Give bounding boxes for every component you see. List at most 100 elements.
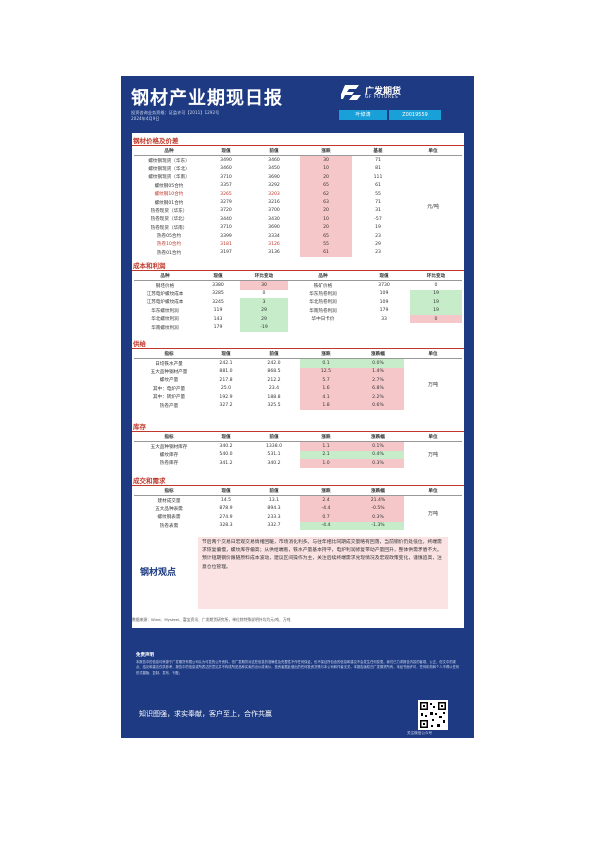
cost-item: 铁矿价格 [313,283,333,289]
content-panel: 钢材价格及价差 品种 现值 前值 涨跌 基差 单位 螺纹钢现货（华东） 3490 3460 30… [132,133,464,628]
table-row: 热卷现货（华北） 3440 3430 10 -57 [134,215,462,224]
row-name: 热卷现货（华北） [150,217,188,223]
table-row: 螺纹钢现货（华东） 3490 3460 30 71 元/吨 [134,155,462,210]
change-value: 1.8 [300,401,352,410]
table-row: 华北螺纹利润 143 29 华中日卡价 33 0 [134,314,462,324]
table-row: 螺纹钢10合约 3265 3203 62 55 [134,189,462,199]
cost-value: 119 [213,308,223,314]
previous-value: 233.3 [267,514,281,520]
column-header: 现值 [204,147,248,157]
cost-item: 华中日卡价 [311,317,335,323]
change-pct: 2.7% [352,376,404,385]
price-table: 品种 现值 前值 涨跌 基差 单位 螺纹钢现货（华东） 3490 3460 30 71 元/吨 螺纹钢… [134,147,462,258]
change-value: 62 [300,189,352,199]
cost-change: 29 [240,306,288,315]
previous-value: 868.5 [267,369,281,375]
current-value: 3197 [220,250,232,256]
previous-value: 3430 [268,216,280,222]
section-divider [132,485,464,486]
previous-value: 3334 [268,233,280,239]
cost-change: 29 [240,314,288,324]
current-value: 3279 [220,200,232,206]
current-value: 878.9 [219,506,233,512]
column-header: 现值 [196,272,240,282]
basis-value: 61 [375,183,381,189]
row-name: 螺纹钢表需 [157,515,181,521]
current-value: 3710 [220,174,232,180]
column-header: 指标 [134,350,204,360]
current-value: 14.5 [220,498,232,504]
previous-value: 3292 [268,183,280,189]
table-row: 其中：电炉产量 25.0 23.4 1.6 6.8% [134,384,462,393]
current-value: 274.9 [219,514,233,520]
cost-value: 33 [381,316,387,322]
table-row: 江苏电炉螺纹成本 3285 0 华东热卷利润 109 19 [134,289,462,299]
column-header: 涨跌幅 [352,433,404,443]
cost-item: 华南螺纹利润 [151,325,179,331]
section-title-inventory: 库存 [133,423,146,431]
row-name: 热卷01合约 [156,250,182,256]
change-value: 1.1 [300,441,352,451]
report-title: 钢材产业期现日报 [131,88,283,109]
cost-change: 0 [434,283,438,289]
cost-value: 3245 [212,299,224,305]
cost-table: 品种 现值 环比变动 品种 现值 环比变动 钢坯价格 3380 30 铁矿价格 3730 0 江苏电炉… [134,272,462,332]
table-row: 热卷05合约 3399 3334 65 23 [134,231,462,241]
row-name: 其中：转炉产量 [152,395,186,401]
change-pct: -1.3% [352,521,404,530]
cost-value: 3285 [212,291,224,297]
change-value: 20 [300,223,352,232]
change-value: 2.4 [300,495,352,505]
column-header: 指标 [134,487,204,497]
column-header: 单位 [404,147,462,157]
current-value: 540.0 [219,452,233,458]
column-header: 涨跌 [300,350,352,360]
previous-value: 3126 [268,241,280,247]
change-value: 0.7 [300,513,352,522]
change-value: 30 [300,155,352,165]
cost-change: 0 [410,314,462,324]
logo-text-en: GF FUTURES [365,95,399,100]
column-header: 前值 [248,433,300,443]
row-name: 螺纹钢01合约 [154,200,184,206]
change-value: -4.4 [300,504,352,514]
change-pct: 0.3% [352,513,404,522]
current-value: 3460 [220,166,232,172]
logo-text: 广发期货 [365,87,402,97]
change-value: 55 [300,240,352,249]
table-row: 华东螺纹利润 119 29 华南热卷利润 179 19 [134,306,462,315]
row-name: 热卷产量 [159,403,179,409]
change-pct: -0.5% [352,504,404,514]
previous-value: 1338.0 [265,444,283,450]
previous-value: 3700 [268,208,280,214]
cost-item: 华北热卷利润 [309,300,337,306]
section-divider [132,145,464,146]
table-row: 螺纹钢01合约 3279 3216 63 71 [134,198,462,207]
row-name: 五大品种表需 [155,506,183,512]
inventory-table: 指标 现值 前值 涨跌 涨跌幅 单位 五大品种钢材库存 340.2 1338.0 1.1 0.1%… [134,433,462,468]
table-row: 热卷表需 328.3 332.7 -4.4 -1.3% [134,521,462,530]
table-row: 其中：转炉产量 192.9 188.8 4.1 2.2% [134,392,462,402]
change-value: 20 [300,206,352,216]
table-row: 螺纹库存 540.0 531.1 2.1 0.4% [134,450,462,460]
row-name: 螺纹钢现货（华东） [148,158,190,164]
basis-value: 81 [375,166,381,172]
cost-value: 109 [379,299,389,305]
current-value: 242.1 [219,361,233,367]
table-row: 钢坯价格 3380 30 铁矿价格 3730 0 [134,280,462,290]
change-value: 20 [300,173,352,182]
previous-value: 3216 [268,200,280,206]
row-name: 热卷10合约 [156,242,182,248]
cost-item [288,323,358,331]
change-pct: 0.4% [352,450,404,460]
table-row: 热卷10合约 3181 3126 55 29 [134,240,462,249]
section-title-price: 钢材价格及价差 [133,137,179,145]
cost-value: 3730 [378,283,390,289]
column-header: 现值 [204,433,248,443]
cost-item: 华东螺纹利润 [151,308,179,314]
row-name: 螺纹钢10合约 [154,192,184,198]
market-view: 钢材观点 节后两个交易日宏观交易情绪回暖，市场消化利多。与往年相比同期成交量略有… [132,535,464,613]
disclaimer-title: 免责声明 [136,653,154,658]
unit-cell: 万吨 [427,452,438,459]
change-value: 65 [300,181,352,190]
